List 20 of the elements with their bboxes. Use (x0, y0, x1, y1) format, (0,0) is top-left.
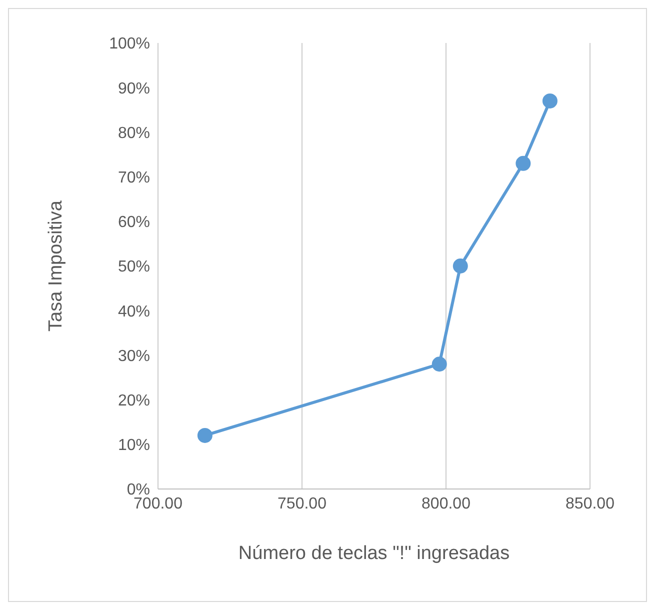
x-axis-title: Número de teclas "!" ingresadas (238, 543, 510, 564)
y-tick-label: 90% (118, 80, 150, 98)
x-tick-label: 800.00 (422, 495, 471, 512)
y-tick-label: 50% (118, 258, 150, 276)
y-tick-label: 10% (118, 437, 150, 454)
x-tick-label: 750.00 (278, 495, 327, 512)
point (516, 156, 531, 171)
point (197, 428, 212, 443)
y-tick-label: 60% (118, 214, 150, 232)
point (432, 356, 447, 372)
y-tick-label: 80% (118, 124, 150, 142)
y-tick-label: 20% (118, 392, 150, 410)
y-axis-title: Tasa Impositiva (46, 200, 67, 332)
point (452, 258, 468, 274)
point (542, 93, 558, 108)
y-tick-label: 70% (118, 169, 150, 186)
y-tick-label: 40% (118, 303, 150, 320)
y-tick-label: 30% (118, 348, 150, 365)
y-tick-label: 100% (109, 36, 150, 53)
x-tick-label: 850.00 (566, 495, 615, 512)
